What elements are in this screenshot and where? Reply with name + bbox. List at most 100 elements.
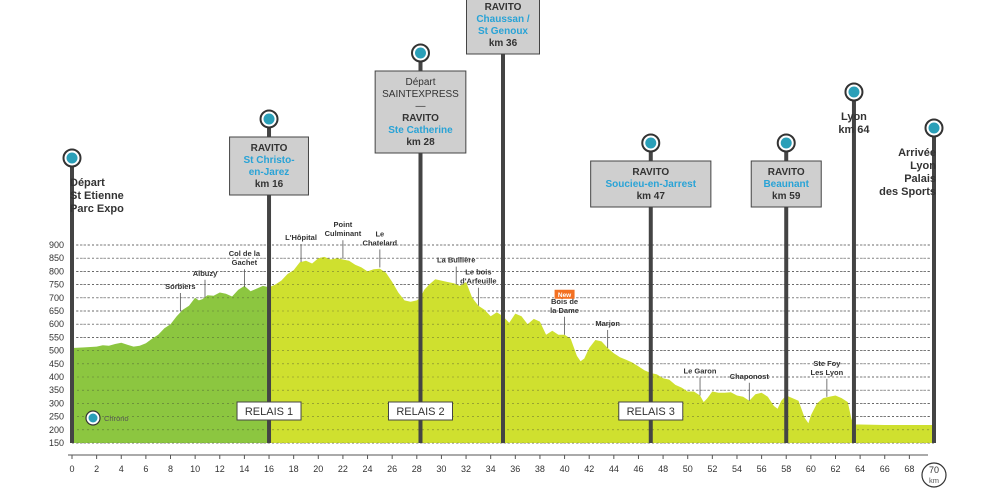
ravito-label: RAVITO [485,2,522,13]
ravito-label: Départ [405,77,435,88]
x-tick-label: 42 [584,464,594,474]
ravito-label: Soucieu-en-Jarrest [605,179,696,190]
x-tick-label: 34 [486,464,496,474]
y-tick-label: 700 [49,293,64,303]
ravito-box [229,136,309,196]
x-tick-label: 30 [436,464,446,474]
ravito-label: Ste Catherine [388,125,453,136]
ravito-box [590,160,712,208]
chrono-label: Chrono [104,414,129,423]
y-tick-label: 350 [49,385,64,395]
relais-labels: RELAIS 1 RELAIS 2 RELAIS 3 [236,401,684,421]
x-tick-label: 26 [387,464,397,474]
annotation-label: La Bullière [437,256,475,265]
x-tick-label: 58 [781,464,791,474]
ravito-label: RAVITO [402,113,439,124]
y-tick-label: 250 [49,412,64,422]
y-tick-label: 900 [49,240,64,250]
annotation-label: Les Lyon [811,368,844,377]
x-tick-label: 0 [69,464,74,474]
pin-icon-core [780,137,792,149]
elevation-area-leg-1 [72,285,270,443]
pin-icon-core [848,86,860,98]
chrono-icon-core [88,413,98,423]
x-tick-label: 18 [289,464,299,474]
x-tick-label: 48 [658,464,668,474]
annotation-label: Chatelard [363,238,398,247]
checkpoint-label: St Etienne [70,190,124,202]
annotation-label: Le Garon [684,366,717,375]
y-tick-label: 150 [49,438,64,448]
x-end-unit: km [929,476,939,485]
annotation-label: Sorbiers [165,282,195,291]
x-end-label: 70 [929,465,939,475]
y-tick-label: 850 [49,253,64,263]
elevation-area-leg-2 [269,256,421,443]
checkpoint-label: Départ [70,177,105,189]
x-tick-label: 64 [855,464,865,474]
ravito-label: Chaussan / [476,14,530,25]
ravito-label: RAVITO [632,167,669,178]
x-tick-label: 68 [904,464,914,474]
y-tick-label: 300 [49,398,64,408]
annotation-label: Marjon [595,319,620,328]
y-tick-label: 550 [49,332,64,342]
ravito-label: St Genoux [478,26,528,37]
ravito-label: Beaunant [763,179,809,190]
ravito-label: km 16 [255,179,284,190]
x-tick-label: 36 [510,464,520,474]
y-tick-label: 500 [49,346,64,356]
x-tick-label: 6 [143,464,148,474]
ravito-box [374,70,467,154]
x-tick-label: 8 [168,464,173,474]
x-tick-label: 28 [412,464,422,474]
checkpoint-label: km 64 [838,124,870,136]
ravito-label: en-Jarez [249,167,290,178]
x-tick-label: 2 [94,464,99,474]
annotation-label: Culminant [325,229,362,238]
new-badge-label: New [558,292,572,299]
y-axis-ticks: 150 200 250 300 350 400 450 500 550 600 650 700 750 8… [49,240,64,448]
ravito-label: km 59 [772,191,801,202]
annotation-label: Gachet [232,258,258,267]
checkpoint-label: Lyon [910,160,936,172]
x-tick-label: 12 [215,464,225,474]
x-tick-label: 10 [190,464,200,474]
relais-box [618,401,684,421]
x-tick-label: 66 [880,464,890,474]
x-tick-label: 52 [707,464,717,474]
pin-icon-core [928,122,940,134]
ravito-label: km 36 [489,38,518,49]
x-tick-label: 16 [264,464,274,474]
relais-label: RELAIS 3 [627,406,675,418]
relais-box [236,401,302,421]
x-tick-label: 24 [363,464,373,474]
checkpoint-label: des Sports [879,186,936,198]
pin-icon-core [645,137,657,149]
annotation-label: Le bois [465,268,491,277]
annotation-label: Ste Foy [813,359,841,368]
y-tick-label: 750 [49,280,64,290]
x-tick-label: 14 [239,464,249,474]
x-tick-label: 54 [732,464,742,474]
pin-icon-core [414,47,426,59]
x-tick-label: 62 [830,464,840,474]
ravito-label: St Christo- [243,155,294,166]
x-tick-label: 60 [806,464,816,474]
x-tick-label: 46 [633,464,643,474]
relais-box [387,401,453,421]
y-tick-label: 450 [49,359,64,369]
x-end-circle [921,462,947,488]
checkpoint-label: Lyon [841,111,867,123]
y-tick-label: 200 [49,425,64,435]
y-tick-label: 600 [49,319,64,329]
new-badge [554,289,575,299]
relais-label: RELAIS 1 [245,406,293,418]
ravito-label: km 28 [406,137,435,148]
ravito-label: km 47 [637,191,666,202]
elevation-area-leg-3 [420,279,935,443]
x-axis: 0 2 4 6 8 10 12 14 16 18 20 22 24 26 28 30 32 34 36 38 40 42 4… [68,454,947,488]
